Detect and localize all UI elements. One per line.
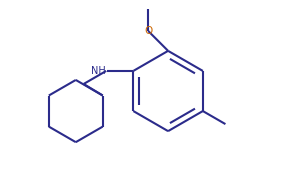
Text: O: O: [144, 26, 152, 36]
Text: NH: NH: [91, 66, 106, 76]
